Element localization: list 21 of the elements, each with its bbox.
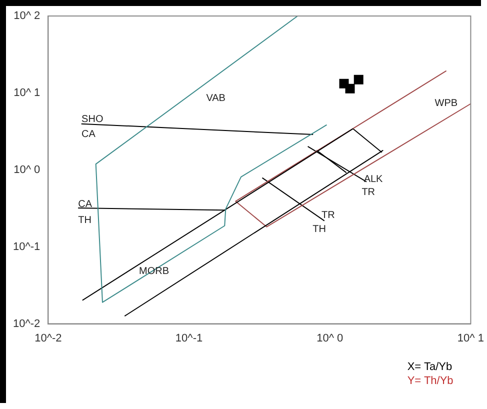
y-tick-label: 10^ 2 (14, 10, 40, 22)
annotation: ALK (364, 174, 383, 185)
annotation: WPB (434, 98, 458, 110)
y-tick-label: 10^-2 (12, 318, 40, 330)
y-tick-label: 10^-1 (12, 240, 40, 253)
x-tick-label: 10^ 0 (316, 332, 344, 344)
annotation: TH (312, 224, 326, 235)
annotation: VAB (206, 93, 226, 104)
y-tick-label: 10^ 1 (14, 86, 40, 99)
annotation: SHO (82, 114, 104, 125)
annotation: CA (78, 199, 92, 210)
x-tick-label: 10^ 1 (457, 332, 484, 344)
annotation: TR (322, 210, 335, 221)
annotation: CA (82, 128, 96, 140)
y-tick-label: 10^ 0 (14, 164, 40, 176)
text: X= Ta/Yb (407, 360, 452, 373)
x-tick-label: 10^-1 (175, 332, 203, 344)
annotation: TR (362, 187, 376, 198)
x-tick-label: 10^-2 (34, 332, 62, 344)
text: Y= Th/Yb (407, 374, 454, 387)
annotation: TH (78, 214, 92, 226)
